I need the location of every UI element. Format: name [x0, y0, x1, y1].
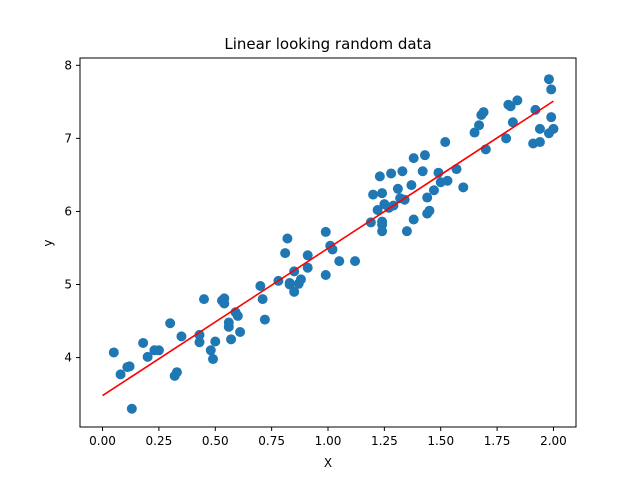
data-point	[408, 214, 419, 225]
data-point	[284, 279, 295, 290]
data-point	[115, 369, 126, 380]
data-point	[223, 317, 234, 328]
data-point	[124, 361, 135, 372]
data-point	[548, 123, 559, 134]
data-point	[259, 314, 270, 325]
data-point	[442, 175, 453, 186]
data-point	[534, 137, 545, 148]
x-axis-label: X	[324, 456, 332, 470]
plot-area: 0.00 0.25 0.50 0.75 1.00 1.25 1.50 1.75 2.00 4 5 6 7…	[64, 57, 577, 448]
data-point	[546, 112, 557, 123]
data-point	[194, 329, 205, 340]
data-point	[422, 192, 433, 203]
data-point	[543, 74, 554, 85]
y-tick-label: 6	[64, 204, 72, 218]
x-tick-label: 2.00	[540, 434, 567, 448]
data-point	[469, 127, 480, 138]
y-tick-label: 8	[64, 58, 72, 72]
y-tick-label: 5	[64, 278, 72, 292]
data-point	[530, 104, 541, 115]
data-point	[534, 123, 545, 134]
data-point	[282, 233, 293, 244]
data-point	[440, 137, 451, 148]
data-point	[153, 345, 164, 356]
x-tick-label: 1.00	[315, 434, 342, 448]
fit-line	[102, 100, 554, 397]
data-point	[451, 164, 462, 175]
data-point	[138, 337, 149, 348]
data-point	[419, 150, 430, 161]
data-point	[142, 351, 153, 362]
data-point	[205, 345, 216, 356]
data-point	[255, 280, 266, 291]
data-point	[295, 274, 306, 285]
data-point	[226, 334, 237, 345]
data-point	[417, 166, 428, 177]
data-point	[406, 180, 417, 191]
data-point	[320, 270, 331, 281]
data-point	[280, 248, 291, 259]
data-point	[377, 188, 388, 199]
chart-title: Linear looking random data	[224, 35, 431, 53]
data-point	[232, 310, 243, 321]
data-point	[372, 204, 383, 215]
data-point	[546, 84, 557, 95]
y-axis-label: y	[41, 239, 55, 246]
x-tick-label: 0.75	[258, 434, 285, 448]
data-point	[171, 367, 182, 378]
data-point	[501, 133, 512, 144]
data-point	[507, 117, 518, 128]
data-point	[194, 337, 205, 348]
x-tick-label: 0.25	[146, 434, 173, 448]
x-tick-label: 1.75	[484, 434, 511, 448]
data-point	[176, 331, 187, 342]
x-tick-label: 0.00	[89, 434, 116, 448]
data-point	[208, 354, 219, 365]
y-tick-label: 4	[64, 351, 72, 365]
data-point	[257, 294, 268, 305]
x-tick-label: 1.25	[371, 434, 398, 448]
data-point	[505, 101, 516, 112]
data-point	[474, 120, 485, 131]
data-point	[458, 182, 469, 193]
data-point	[126, 403, 137, 414]
y-tick-label: 7	[64, 131, 72, 145]
x-tick-label: 0.50	[202, 434, 229, 448]
data-point	[374, 171, 385, 182]
data-point	[377, 216, 388, 227]
data-point	[235, 327, 246, 338]
x-tick-label: 1.50	[427, 434, 454, 448]
data-point	[289, 286, 300, 297]
data-point	[408, 153, 419, 164]
data-point	[392, 183, 403, 194]
data-point	[365, 217, 376, 228]
data-point	[512, 95, 523, 106]
data-point	[219, 298, 230, 309]
data-point	[377, 226, 388, 237]
data-point	[397, 166, 408, 177]
data-point	[165, 318, 176, 329]
data-point	[386, 168, 397, 179]
data-point	[320, 226, 331, 237]
data-point	[334, 256, 345, 267]
data-point	[478, 107, 489, 118]
data-point	[302, 250, 313, 261]
data-point	[401, 226, 412, 237]
data-point	[302, 262, 313, 273]
data-point	[368, 189, 379, 200]
data-point	[210, 336, 221, 347]
data-point	[350, 256, 361, 267]
data-point	[108, 347, 119, 358]
data-point	[424, 205, 435, 216]
data-point	[428, 185, 439, 196]
data-point	[199, 294, 209, 305]
